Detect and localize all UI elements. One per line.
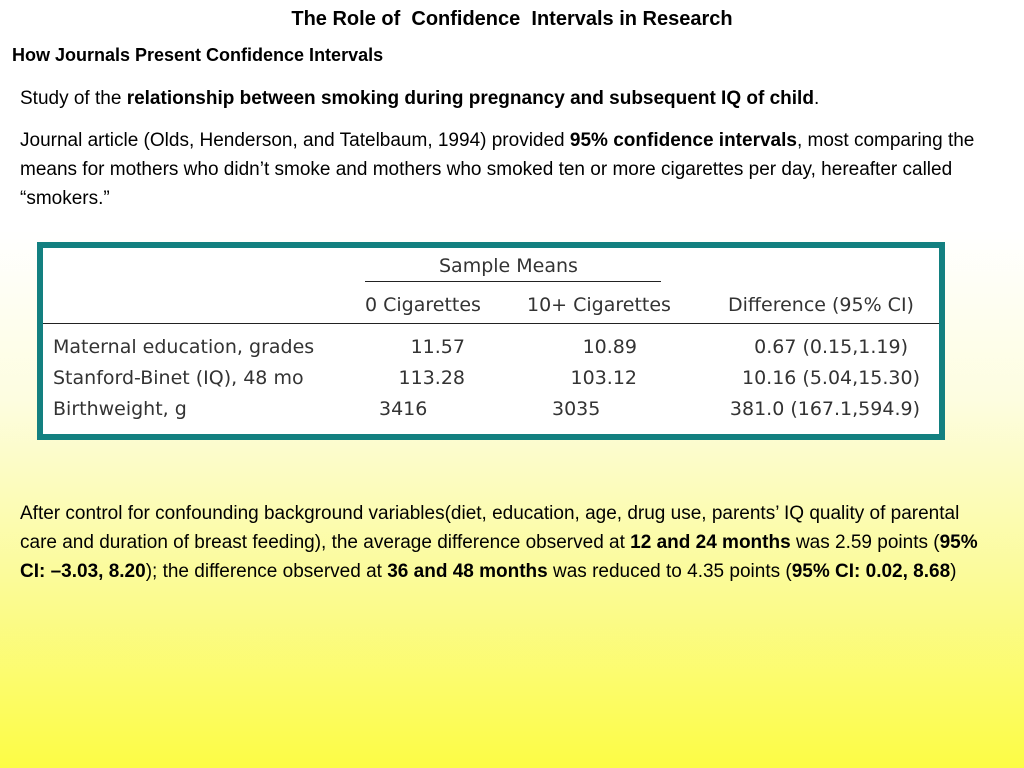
cell-0-cigarettes: 113.28 [398, 367, 465, 389]
header-rule [43, 323, 939, 324]
cell-10-cigarettes: 3035 [552, 398, 601, 420]
column-header-0-cigarettes: 0 Cigarettes [365, 294, 481, 316]
results-table: Sample Means 0 Cigarettes 10+ Cigarettes… [37, 242, 945, 440]
journal-paragraph: Journal article (Olds, Henderson, and Ta… [20, 126, 990, 213]
cell-10-cigarettes: 10.89 [582, 336, 637, 358]
column-header-difference: Difference (95% CI) [728, 294, 914, 316]
cell-0-cigarettes: 3416 [379, 398, 428, 420]
study-paragraph: Study of the relationship between smokin… [20, 84, 1000, 113]
cell-difference: 0.67 (0.15,1.19) [754, 336, 908, 358]
cell-difference: 10.16 (5.04,15.30) [742, 367, 920, 389]
row-label: Birthweight, g [53, 398, 187, 420]
period-36-48-months: 36 and 48 months [387, 561, 548, 582]
journal-text-rest: , most comparing the means for mothers w… [20, 130, 975, 209]
cell-10-cigarettes: 103.12 [570, 367, 637, 389]
conclusion-paragraph: After control for confounding background… [20, 499, 1000, 586]
row-label: Maternal education, grades [53, 336, 315, 358]
slide-subtitle: How Journals Present Confidence Interval… [12, 45, 384, 65]
group-header-rule [365, 281, 661, 282]
conclusion-text: After control for confounding background… [20, 503, 960, 553]
confidence-intervals-term: 95% confidence intervals [569, 130, 797, 151]
conclusion-text: was 2.59 points ( [790, 532, 940, 553]
period-12-24-months: 12 and 24 months [630, 532, 791, 553]
ci-12-24-months: 95% CI: –3.03, 8.20 [20, 532, 978, 582]
study-topic: relationship between smoking during preg… [126, 88, 814, 109]
study-text: Study of the [20, 88, 127, 109]
group-header: Sample Means [439, 255, 578, 277]
conclusion-text: ); the difference observed at [145, 561, 388, 582]
row-label: Stanford-Binet (IQ), 48 mo [53, 367, 304, 389]
conclusion-text: was reduced to 4.35 points ( [547, 561, 792, 582]
column-header-10-cigarettes: 10+ Cigarettes [527, 294, 671, 316]
ci-36-48-months: 95% CI: 0.02, 8.68 [791, 561, 951, 582]
cell-difference: 381.0 (167.1,594.9) [729, 398, 920, 420]
slide-title: The Role of Confidence Intervals in Rese… [291, 8, 733, 30]
study-period: . [813, 88, 820, 109]
cell-0-cigarettes: 11.57 [410, 336, 465, 358]
conclusion-text: ) [950, 561, 957, 582]
journal-text: Journal article (Olds, Henderson, and Ta… [20, 130, 570, 151]
